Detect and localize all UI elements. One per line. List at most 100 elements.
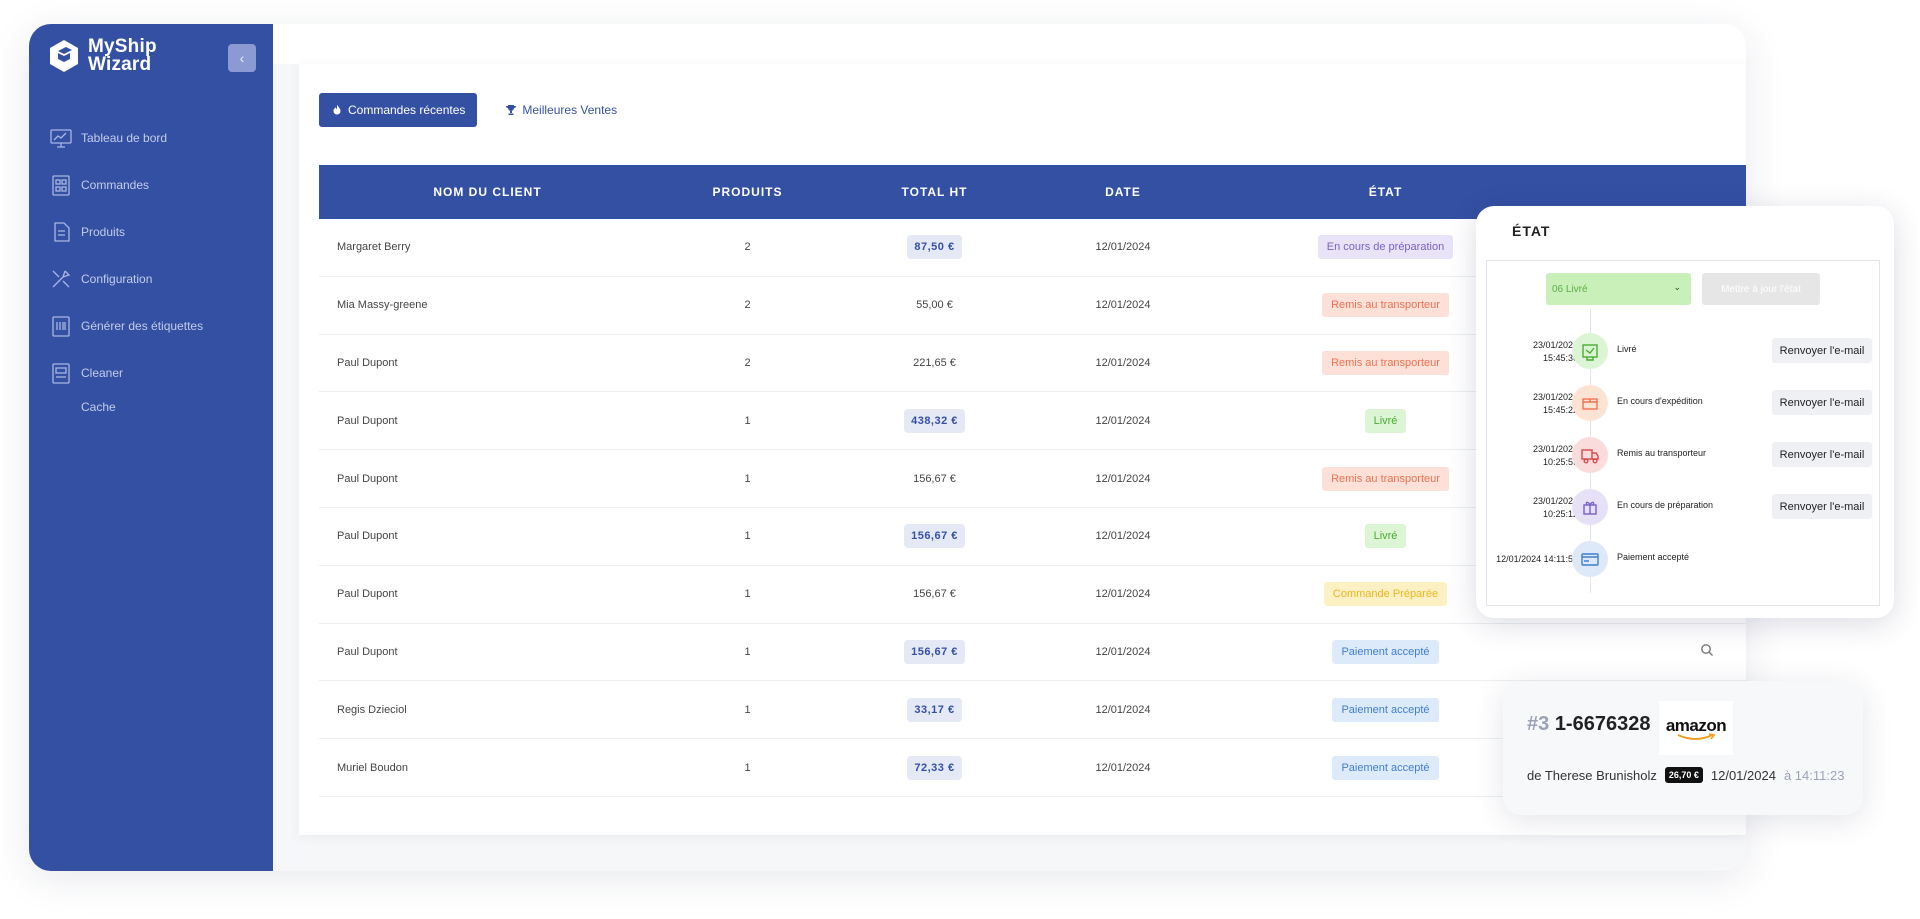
timeline-timestamp: 23/01/2024 10:25:59 [1533, 443, 1578, 469]
timeline-timestamp: 23/01/2024 15:45:36 [1533, 339, 1578, 365]
timeline-entry: 23/01/2024 15:45:36 Livré Renvoyer l'e-mail [1487, 331, 1879, 371]
amazon-logo: amazon [1659, 701, 1733, 755]
cell-client-name: Paul Dupont [337, 645, 398, 658]
products-icon [54, 221, 70, 242]
update-status-button[interactable]: Mettre à jour l'état [1702, 273, 1820, 305]
cell-products: 1 [744, 703, 751, 716]
timeline-status-circle [1572, 385, 1608, 421]
cell-status: Remis au transporteur [1216, 466, 1555, 491]
table-row[interactable]: Paul Dupont 2 221,65 € 12/01/2024 Remis au t… [319, 335, 1746, 393]
tab-label: Meilleures Ventes [522, 103, 618, 117]
order-date: 12/01/2024 [1710, 767, 1776, 783]
sidebar-subitem-cache[interactable]: Cache [29, 392, 273, 422]
status-select-value: 06 Livré [1552, 283, 1588, 295]
timeline-time: 10:25:12 [1542, 509, 1578, 519]
cell-date: 12/01/2024 [1095, 588, 1151, 601]
app-logo[interactable]: MyShip Wizard [48, 36, 157, 75]
column-header-products[interactable]: PRODUITS [712, 185, 783, 199]
resend-email-button[interactable]: Renvoyer l'e-mail [1772, 338, 1872, 363]
logo-line-2: Wizard [88, 54, 152, 75]
sidebar-item-dashboard[interactable]: Tableau de bord [29, 114, 273, 161]
cell-date: 12/01/2024 [1095, 414, 1151, 427]
cell-date: 12/01/2024 [1095, 299, 1151, 312]
status-badge: En cours de préparation [1317, 235, 1454, 260]
table-body: Margaret Berry 2 87,50 € 12/01/2024 En cours… [319, 219, 1746, 797]
timeline-date: 23/01/2024 [1532, 444, 1578, 454]
column-header-status[interactable]: ÉTAT [1368, 185, 1403, 199]
sidebar: MyShip Wizard ‹ Tableau de bord Commande… [29, 24, 273, 871]
search-icon[interactable] [1700, 643, 1714, 657]
labels-icon [52, 315, 70, 337]
resend-email-button[interactable]: Renvoyer l'e-mail [1772, 494, 1872, 519]
total-value: 156,67 € [904, 524, 965, 549]
table-row[interactable]: Muriel Boudon 1 72,33 € 12/01/2024 Paiement … [319, 739, 1746, 797]
timeline-date: 23/01/2024 [1532, 496, 1578, 506]
tabs: Commandes récentes Meilleures Ventes [319, 93, 629, 127]
cell-products: 2 [744, 356, 751, 369]
cell-date: 12/01/2024 [1095, 645, 1151, 658]
cell-date: 12/01/2024 [1095, 356, 1151, 369]
credit-card-icon [1581, 553, 1599, 566]
cell-total: 221,65 € [839, 351, 1030, 375]
logo-line-1: MyShip [88, 36, 157, 57]
table-row[interactable]: Paul Dupont 1 438,32 € 12/01/2024 Livré [319, 392, 1746, 451]
table-row[interactable]: Paul Dupont 1 156,67 € 12/01/2024 Paiement a… [319, 624, 1746, 682]
timeline-entry: 23/01/2024 15:45:22 En cours d'expédition R… [1487, 383, 1879, 423]
sidebar-item-cleaner[interactable]: Cleaner [29, 349, 273, 396]
cell-actions [1555, 643, 1746, 660]
total-value: 33,17 € [907, 697, 962, 722]
tab-recent-orders[interactable]: Commandes récentes [319, 93, 478, 127]
status-badge: Paiement accepté [1332, 697, 1439, 722]
status-card-title: ÉTAT [1512, 223, 1551, 239]
cell-total: 55,00 € [839, 293, 1030, 317]
order-number: #3 1-6676328 [1527, 713, 1650, 736]
shipping-box-icon [1582, 398, 1598, 410]
total-value: 156,67 € [904, 639, 965, 664]
status-badge: Livré [1364, 524, 1407, 549]
chevron-down-icon: ⌄ [1673, 282, 1681, 292]
column-header-client[interactable]: NOM DU CLIENT [433, 185, 542, 199]
amazon-logo-text: amazon [1665, 715, 1727, 735]
cell-total: 156,67 € [839, 524, 1030, 549]
status-badge: Livré [1364, 408, 1407, 433]
dashboard-icon [50, 128, 72, 148]
timeline-status-circle [1572, 489, 1608, 525]
column-header-date[interactable]: DATE [1105, 185, 1141, 199]
status-select[interactable]: 06 Livré ⌄ [1546, 273, 1691, 305]
delivered-icon [1582, 344, 1598, 361]
cell-client-name: Paul Dupont [337, 472, 398, 485]
cell-products: 1 [744, 761, 751, 774]
resend-email-button[interactable]: Renvoyer l'e-mail [1772, 442, 1872, 467]
cell-date: 12/01/2024 [1095, 761, 1151, 774]
chevron-left-icon: ‹ [239, 50, 245, 66]
timeline-label: En cours de préparation [1617, 500, 1714, 510]
cell-products: 2 [744, 299, 751, 312]
sidebar-item-label: Configuration [81, 271, 153, 286]
sidebar-item-products[interactable]: Produits [29, 208, 273, 255]
timeline-date: 23/01/2024 [1532, 340, 1578, 350]
table-row[interactable]: Mia Massy-greene 2 55,00 € 12/01/2024 Remis … [319, 277, 1746, 335]
timeline-label: En cours d'expédition [1617, 396, 1703, 406]
cell-client-name: Regis Dzieciol [337, 703, 407, 716]
column-header-total[interactable]: TOTAL HT [901, 185, 968, 199]
cell-total: 438,32 € [839, 408, 1030, 433]
tab-label: Commandes récentes [348, 103, 466, 117]
sidebar-item-labels[interactable]: Générer des étiquettes [29, 302, 273, 349]
table-row[interactable]: Margaret Berry 2 87,50 € 12/01/2024 En cours… [319, 219, 1746, 277]
timeline-label: Paiement accepté [1617, 552, 1690, 562]
resend-email-button[interactable]: Renvoyer l'e-mail [1772, 390, 1872, 415]
table-row[interactable]: Paul Dupont 1 156,67 € 12/01/2024 Remis au t… [319, 450, 1746, 508]
table-row[interactable]: Paul Dupont 1 156,67 € 12/01/2024 Commande P… [319, 566, 1746, 624]
timeline-status-circle [1572, 437, 1608, 473]
sidebar-item-orders[interactable]: Commandes [29, 161, 273, 208]
sidebar-item-configuration[interactable]: Configuration [29, 255, 273, 302]
table-row[interactable]: Regis Dzieciol 1 33,17 € 12/01/2024 Paiement… [319, 681, 1746, 740]
table-row[interactable]: Paul Dupont 1 156,67 € 12/01/2024 Livré [319, 508, 1746, 566]
status-badge: Remis au transporteur [1322, 350, 1449, 375]
cell-status: Livré [1216, 408, 1555, 433]
timeline-time: 15:45:36 [1542, 353, 1578, 363]
tab-best-sellers[interactable]: Meilleures Ventes [493, 93, 629, 127]
sidebar-collapse-button[interactable]: ‹ [228, 44, 256, 72]
timeline-timestamp: 23/01/2024 15:45:22 [1533, 391, 1578, 417]
timeline-date: 12/01/2024 14:11:53 [1496, 554, 1578, 564]
